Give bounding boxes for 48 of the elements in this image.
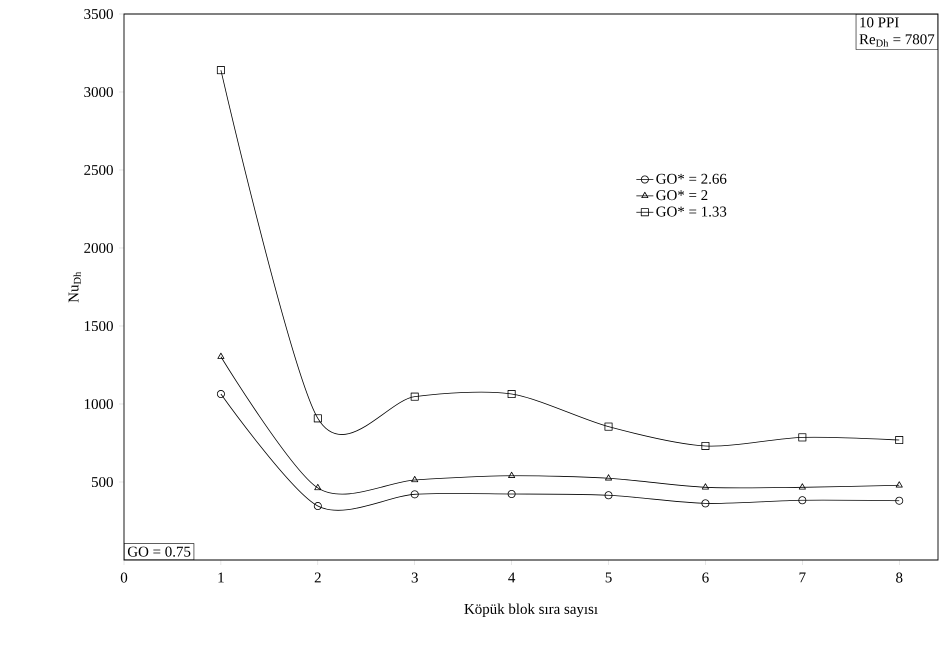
point [410,392,419,401]
y-axis-title: Nu$_{Dh}$ [68,272,81,302]
point [314,414,322,422]
legend-label: GO* = 1.33 [656,206,726,217]
point [605,474,612,480]
x-tick-label: 8 [896,572,902,583]
point [508,390,516,398]
y-tick-label: 500 [92,476,113,488]
x-tick-label: 2 [314,572,321,582]
point [702,483,709,490]
point [508,490,516,498]
y-tick-label: 3000 [84,86,113,98]
point [895,496,904,505]
point [701,499,710,508]
x-tick-label: 0 [120,572,128,583]
x-tick-label: 5 [606,572,612,582]
point [216,66,225,74]
point [604,422,613,431]
point [410,490,419,498]
point [701,442,710,450]
x-tick-label: 3 [412,572,418,583]
y-tick-label: 1500 [84,320,113,332]
point [895,436,904,444]
point [216,390,225,398]
point [314,484,322,490]
point [798,496,806,504]
x-tick-label: 7 [800,572,806,582]
annotation: Re$_{Dh}$ = 7807 [859,34,934,46]
point [798,483,806,490]
y-tick-label: 2000 [84,242,113,254]
x-tick-label: 1 [218,572,224,582]
y-tick-label: 2500 [84,164,113,176]
point [217,352,224,359]
y-tick-label: 1000 [84,398,113,410]
legend-label: GO* = 2.66 [656,174,726,184]
point [411,476,418,482]
legend-label: GO* = 2 [656,190,708,200]
annotation: 10 PPI [860,17,899,28]
x-tick-label: 4 [508,572,516,582]
x-axis-title: Köpük blok sıra sayısı [464,603,598,618]
point [896,481,903,488]
point [508,472,516,478]
annotation: GO = 0.75 [128,546,190,557]
x-tick-label: 6 [702,572,709,583]
point [314,502,322,510]
point [604,491,613,500]
point [798,433,806,442]
y-tick-label: 3500 [84,8,113,20]
